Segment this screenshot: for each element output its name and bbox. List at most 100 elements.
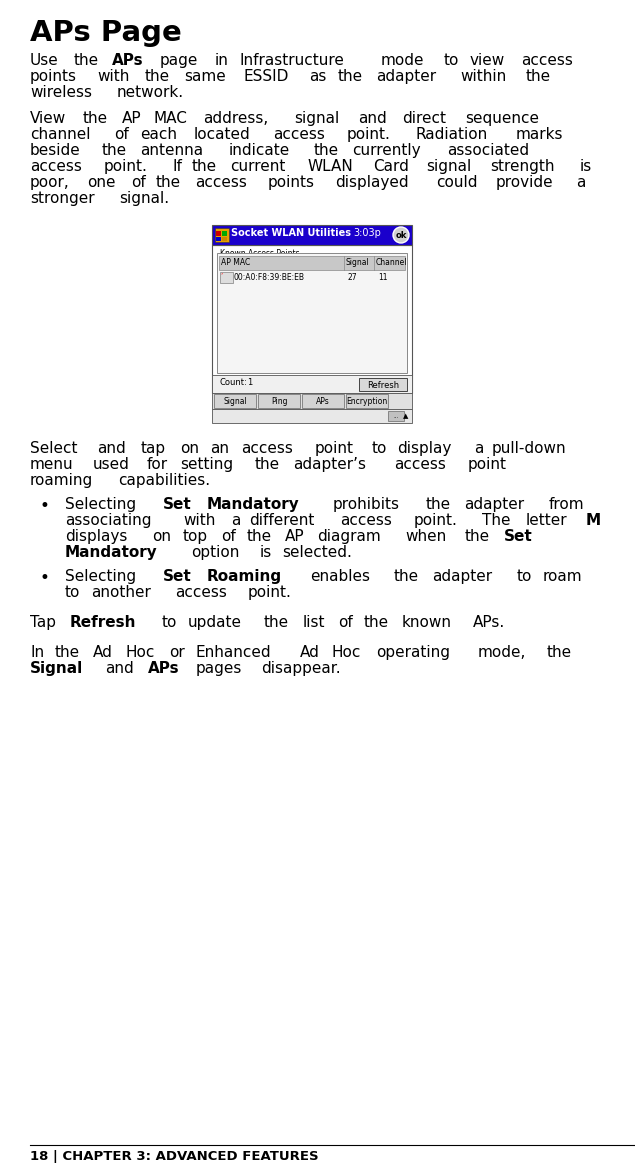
Text: associating: associating [65,513,152,527]
Text: point: point [467,457,506,471]
Bar [216,231,221,236]
Text: View: View [30,111,66,126]
Text: to: to [65,585,81,600]
Text: letter: letter [526,513,567,527]
Text: Set: Set [163,569,192,584]
Text: operating: operating [376,645,450,661]
Text: point.: point. [347,127,391,142]
Text: ESSID: ESSID [244,69,290,84]
Text: the: the [74,53,98,68]
Text: in: in [215,53,229,68]
Text: another: another [91,585,151,600]
Text: Hoc: Hoc [125,645,154,661]
Text: an: an [210,441,229,456]
Text: the: the [314,144,338,158]
Text: and: and [105,661,134,676]
Bar [212,375,412,393]
Text: 00:A0:F8:39:BE:EB: 00:A0:F8:39:BE:EB [233,273,304,282]
Text: the: the [337,69,363,84]
Text: displays: displays [65,529,128,544]
Bar [214,394,256,408]
Text: a: a [231,513,240,527]
Text: Known Access Points: Known Access Points [220,249,300,258]
Text: a: a [577,175,586,190]
Text: located: located [194,127,250,142]
Text: known: known [402,615,452,630]
Text: option: option [191,545,239,560]
Bar [217,253,407,373]
Bar [215,228,229,242]
Bar [219,256,405,270]
Text: to: to [162,615,177,630]
Text: update: update [188,615,242,630]
Text: to: to [443,53,458,68]
Text: Select: Select [30,441,77,456]
Text: Roaming: Roaming [207,569,282,584]
Text: selected.: selected. [282,545,352,560]
Text: capabilities.: capabilities. [118,473,210,488]
Text: pages: pages [196,661,242,676]
Text: the: the [246,529,272,544]
Bar [222,231,227,236]
Bar [346,394,388,408]
Text: Infrastructure: Infrastructure [239,53,344,68]
Text: roaming: roaming [30,473,93,488]
Text: access: access [521,53,573,68]
Text: signal: signal [426,159,471,174]
Bar [222,237,227,242]
Text: different: different [250,513,315,527]
Text: disappear.: disappear. [262,661,341,676]
Text: pull-down: pull-down [492,441,566,456]
Text: Selecting: Selecting [65,497,136,512]
Text: roam: roam [542,569,582,584]
Bar [212,245,412,393]
Text: the: the [83,111,108,126]
Text: is: is [580,159,592,174]
Text: the: the [264,615,289,630]
Text: point.: point. [248,585,291,600]
Text: signal: signal [294,111,339,126]
Text: access: access [340,513,392,527]
Bar [220,272,233,284]
Text: the: the [526,69,551,84]
Text: 27: 27 [348,273,358,282]
Text: is: is [260,545,272,560]
Text: Selecting: Selecting [65,569,136,584]
Text: page: page [159,53,197,68]
Text: list: list [303,615,325,630]
Text: •: • [40,569,50,587]
Text: as: as [309,69,326,84]
Text: Signal: Signal [30,661,83,676]
Text: each: each [140,127,177,142]
Text: beside: beside [30,144,81,158]
Text: Signal: Signal [346,258,370,267]
Text: of: of [131,175,145,190]
Text: access: access [273,127,325,142]
Text: access: access [30,159,82,174]
Text: 11: 11 [378,273,387,282]
Text: adapter: adapter [432,569,493,584]
Text: AP: AP [122,111,142,126]
Text: the: the [547,645,572,661]
Text: Set: Set [504,529,533,544]
Bar [258,394,300,408]
Text: a: a [474,441,483,456]
Text: access: access [394,457,446,471]
Text: In: In [30,645,44,661]
Text: strength: strength [490,159,555,174]
Text: APs Page: APs Page [30,19,182,47]
Text: the: the [255,457,280,471]
Text: of: of [221,529,236,544]
Text: the: the [394,569,419,584]
Text: to: to [516,569,532,584]
Text: APs.: APs. [473,615,505,630]
Text: prohibits: prohibits [333,497,400,512]
Text: marks: marks [515,127,563,142]
Text: Radiation: Radiation [416,127,488,142]
Text: same: same [184,69,225,84]
Text: AP: AP [285,529,305,544]
Text: the: the [465,529,490,544]
Text: AP MAC: AP MAC [221,258,250,267]
Text: of: of [114,127,129,142]
Text: adapter’s: adapter’s [293,457,366,471]
